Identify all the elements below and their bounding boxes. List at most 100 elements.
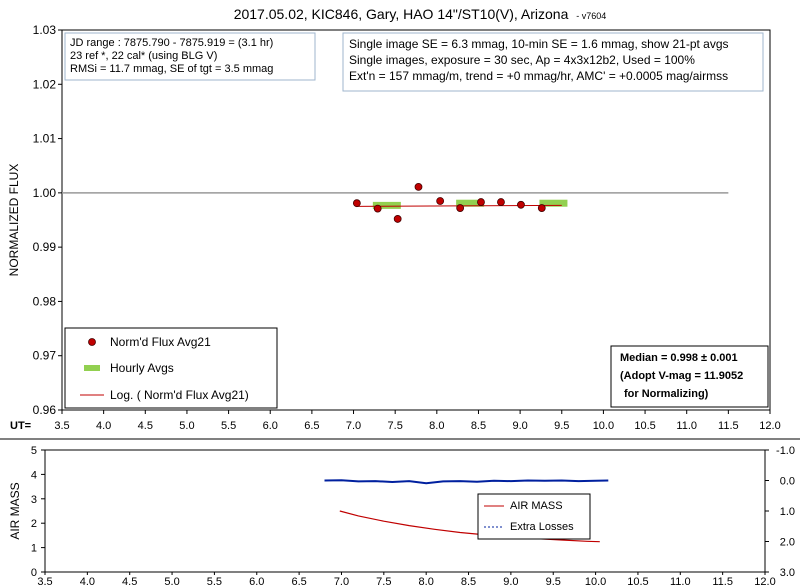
airmass-x-tick-label: 9.5 (546, 576, 561, 588)
x-tick-label: 7.0 (346, 420, 361, 432)
info-right-line: Ext'n = 157 mmag/m, trend = +0 mmag/hr, … (349, 69, 728, 83)
median-line: for Normalizing) (624, 388, 709, 400)
x-axis-label: UT= (10, 420, 31, 432)
airmass-y-tick-label: 0 (31, 567, 37, 579)
airmass-x-tick-label: 4.5 (122, 576, 137, 588)
airmass-y-tick-label: 5 (31, 445, 37, 457)
airmass-x-tick-label: 10.5 (627, 576, 648, 588)
y-axis-label: NORMALIZED FLUX (7, 164, 21, 277)
x-tick-label: 10.5 (634, 420, 655, 432)
y-tick-label: 0.96 (33, 403, 57, 417)
info-right-line: Single images, exposure = 30 sec, Ap = 4… (349, 53, 695, 67)
legend-flux-label: Norm'd Flux Avg21 (110, 335, 211, 349)
y-tick-label: 1.03 (33, 23, 57, 37)
airmass-x-tick-label: 6.5 (291, 576, 306, 588)
x-tick-label: 5.5 (221, 420, 236, 432)
airmass-y-tick-label: 2 (31, 518, 37, 530)
info-box-right (342, 32, 764, 92)
x-tick-label: 4.0 (96, 420, 111, 432)
x-tick-label: 5.0 (179, 420, 194, 432)
x-tick-label: 8.5 (471, 420, 486, 432)
airmass-x-tick-label: 12.0 (754, 576, 775, 588)
x-tick-label: 4.5 (138, 420, 153, 432)
airmass-frame (44, 449, 766, 573)
airmass-x-tick-label: 10.0 (585, 576, 606, 588)
y-tick-label: 1.01 (33, 132, 57, 146)
airmass-x-tick-label: 9.0 (503, 576, 518, 588)
losses-y-tick-label: 0.0 (780, 476, 795, 488)
airmass-x-tick-label: 3.5 (37, 576, 52, 588)
airmass-x-tick-label: 6.0 (249, 576, 264, 588)
airmass-legend-box (477, 493, 591, 540)
flux-plot-area: 0.96 0.97 0.98 0.99 1.00 1.01 1.02 1.03 3.5 4.0 4.… (7, 23, 781, 432)
airmass-x-tick-label: 7.0 (334, 576, 349, 588)
x-tick-label: 12.0 (759, 420, 780, 432)
legend-airmass-label: AIR MASS (510, 500, 563, 512)
flux-chart: 2017.05.02, KIC846, Gary, HAO 14"/ST10(V… (7, 6, 781, 432)
info-left-line: 23 ref *, 22 cal* (using BLG V) (70, 50, 217, 62)
airmass-y-tick-label: 3 (31, 494, 37, 506)
legend-losses-label: Extra Losses (510, 521, 574, 533)
flux-point (436, 197, 445, 205)
chart-title: 2017.05.02, KIC846, Gary, HAO 14"/ST10(V… (234, 6, 569, 22)
median-box (610, 345, 769, 408)
airmass-plot-area: 0 1 2 3 4 5 -1.0 0.0 1.0 2.0 3.0 3.5 4.0 4.5 5.0 5.5 6.0… (0, 438, 800, 588)
flux-point (497, 198, 505, 206)
flux-point (537, 204, 546, 212)
x-tick-label: 6.0 (263, 420, 278, 432)
airmass-x-tick-label: 5.0 (164, 576, 179, 588)
legend-hourly-marker (84, 365, 100, 371)
x-tick-label: 9.5 (554, 420, 569, 432)
hourly-avg-mark (372, 201, 401, 209)
x-tick-label: 10.0 (593, 420, 614, 432)
airmass-x-tick-label: 5.5 (207, 576, 222, 588)
chart-version: - v7604 (576, 11, 606, 21)
x-tick-label: 7.5 (388, 420, 403, 432)
x-tick-label: 9.0 (512, 420, 527, 432)
airmass-line (339, 510, 600, 543)
y-tick-label: 0.98 (33, 294, 57, 308)
losses-y-tick-label: 2.0 (780, 537, 795, 549)
flux-point (517, 200, 525, 209)
svg-text:2017.05.02, KIC846, Gary, HAO: 2017.05.02, KIC846, Gary, HAO 14"/ST10(V… (234, 6, 607, 22)
x-tick-label: 6.5 (304, 420, 319, 432)
airmass-x-tick-label: 4.0 (80, 576, 95, 588)
y-tick-label: 0.99 (33, 240, 57, 254)
airmass-x-tick-label: 11.5 (712, 576, 733, 588)
airmass-x-tick-label: 11.0 (670, 576, 691, 588)
losses-y-tick-label: 1.0 (780, 506, 795, 518)
losses-y-tick-label: 3.0 (780, 567, 795, 579)
x-tick-label: 11.0 (676, 420, 697, 432)
median-line: (Adopt V-mag = 11.9052 (620, 370, 743, 382)
x-tick-label: 11.5 (718, 420, 739, 432)
x-tick-label: 3.5 (54, 420, 69, 432)
airmass-x-tick-label: 8.5 (461, 576, 476, 588)
info-left-line: JD range : 7875.790 - 7875.919 = (3.1 hr… (70, 37, 273, 49)
y-tick-label: 0.97 (33, 349, 57, 363)
legend-trend-label: Log. ( Norm'd Flux Avg21) (110, 388, 249, 402)
flux-point (456, 204, 465, 212)
info-right-line: Single image SE = 6.3 mmag, 10-min SE = … (349, 37, 729, 51)
legend-flux-marker (88, 338, 96, 346)
x-tick-label: 8.0 (429, 420, 444, 432)
legend-hourly-label: Hourly Avgs (110, 361, 174, 375)
median-line: Median = 0.998 ± 0.001 (620, 352, 738, 364)
airmass-x-tick-label: 8.0 (419, 576, 434, 588)
info-left-line: RMSi = 11.7 mmag, SE of tgt = 3.5 mmag (70, 63, 273, 75)
hourly-avg-mark (456, 199, 485, 207)
airmass-y-tick-label: 1 (31, 543, 37, 555)
airmass-y-axis-label: AIR MASS (8, 482, 22, 539)
losses-y-tick-label: -1.0 (776, 445, 795, 457)
airmass-x-tick-label: 7.5 (376, 576, 391, 588)
flux-point (352, 199, 361, 208)
info-box-left (64, 32, 316, 81)
airmass-y-tick-label: 4 (31, 469, 37, 481)
flux-point (393, 215, 402, 223)
flux-point (414, 182, 423, 191)
y-tick-label: 1.02 (33, 77, 57, 91)
extra-losses-line (324, 479, 609, 485)
y-tick-label: 1.00 (33, 186, 57, 200)
flux-point (373, 204, 382, 213)
